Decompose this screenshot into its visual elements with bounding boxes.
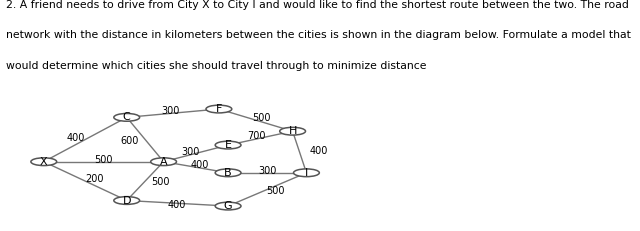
Text: E: E: [225, 140, 232, 150]
Text: C: C: [123, 112, 131, 122]
Text: B: B: [224, 168, 232, 178]
Text: 500: 500: [95, 155, 113, 165]
Circle shape: [114, 113, 140, 121]
Circle shape: [206, 105, 232, 113]
Text: 400: 400: [190, 160, 209, 170]
Text: 200: 200: [84, 174, 103, 184]
Text: D: D: [122, 195, 131, 206]
Text: 500: 500: [266, 186, 285, 196]
Text: 600: 600: [120, 136, 138, 146]
Text: 700: 700: [247, 131, 265, 141]
Circle shape: [215, 202, 241, 210]
Circle shape: [215, 141, 241, 149]
Circle shape: [294, 169, 319, 177]
Text: 300: 300: [182, 146, 200, 157]
Text: X: X: [40, 157, 47, 167]
Text: H: H: [289, 126, 297, 136]
Text: 400: 400: [310, 146, 328, 156]
Text: 400: 400: [167, 200, 186, 210]
Circle shape: [150, 158, 177, 166]
Text: F: F: [216, 104, 222, 114]
Text: G: G: [224, 201, 232, 211]
Text: 400: 400: [67, 133, 84, 143]
Text: 300: 300: [258, 166, 276, 176]
Text: 500: 500: [151, 177, 170, 187]
Text: 500: 500: [252, 113, 271, 123]
Circle shape: [31, 158, 57, 166]
Text: would determine which cities she should travel through to minimize distance: would determine which cities she should …: [6, 61, 427, 71]
Text: A: A: [160, 157, 168, 167]
Text: 300: 300: [162, 106, 180, 116]
Circle shape: [114, 197, 140, 204]
Text: 2. A friend needs to drive from City X to City I and would like to find the shor: 2. A friend needs to drive from City X t…: [6, 0, 629, 10]
Text: network with the distance in kilometers between the cities is shown in the diagr: network with the distance in kilometers …: [6, 30, 631, 40]
Circle shape: [215, 169, 241, 177]
Circle shape: [280, 127, 305, 135]
Text: I: I: [305, 168, 308, 178]
